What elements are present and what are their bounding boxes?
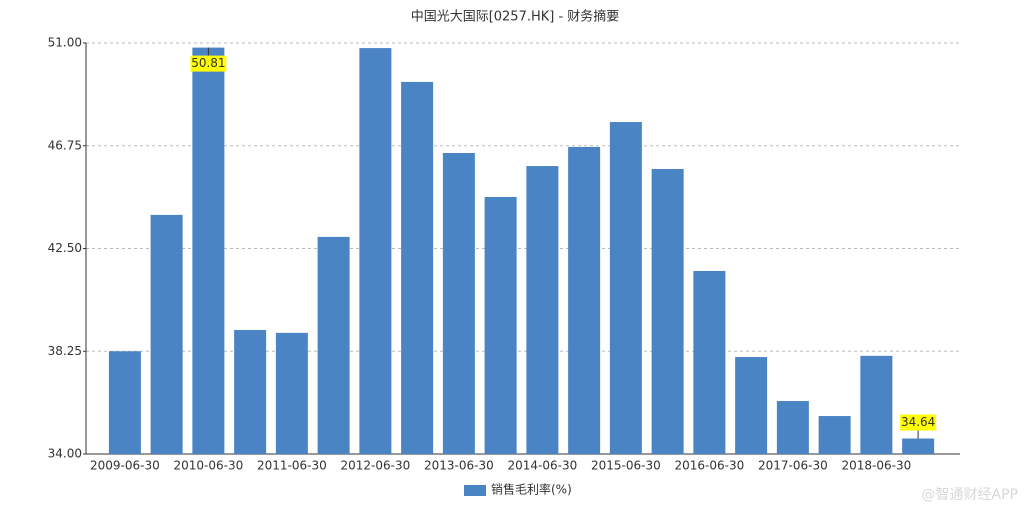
bar (651, 168, 684, 454)
y-tick-label: 46.75 (48, 138, 82, 152)
x-tick-label: 2017-06-30 (758, 459, 828, 473)
bar (693, 270, 726, 454)
y-tick-label: 51.00 (48, 36, 82, 50)
bar (568, 146, 601, 455)
bar (234, 329, 267, 454)
bar (317, 236, 350, 454)
bar (150, 214, 183, 454)
value-label-bg (190, 55, 227, 72)
x-tick-label: 2012-06-30 (341, 459, 411, 473)
bar (442, 153, 475, 455)
y-tick-label: 42.50 (48, 241, 82, 255)
bar (776, 401, 809, 454)
bar (902, 438, 935, 454)
x-tick-label: 2010-06-30 (174, 459, 244, 473)
legend-swatch (464, 485, 486, 496)
value-label: 50.81 (191, 56, 225, 70)
bar (860, 355, 893, 454)
value-label-bg (900, 414, 937, 431)
bar (735, 357, 768, 454)
legend-label: 销售毛利率(%) (491, 482, 572, 497)
bar (401, 81, 434, 454)
value-label: 34.64 (901, 415, 935, 429)
bar (192, 47, 225, 454)
x-tick-label: 2018-06-30 (842, 459, 912, 473)
watermark: @智通财经APP (922, 487, 1018, 503)
bar (609, 122, 642, 454)
bar (275, 332, 308, 454)
y-tick-label: 38.25 (48, 344, 82, 358)
x-tick-label: 2009-06-30 (90, 459, 160, 473)
bar (818, 416, 851, 454)
x-tick-label: 2011-06-30 (257, 459, 327, 473)
x-tick-label: 2014-06-30 (508, 459, 578, 473)
bar (108, 351, 141, 454)
x-tick-label: 2016-06-30 (675, 459, 745, 473)
chart-title: 中国光大国际[0257.HK] - 财务摘要 (411, 9, 620, 25)
bar (359, 48, 392, 455)
x-tick-label: 2015-06-30 (591, 459, 661, 473)
bar (484, 197, 517, 454)
bar (526, 166, 559, 455)
x-tick-label: 2013-06-30 (424, 459, 494, 473)
y-tick-label: 34.00 (48, 447, 82, 461)
